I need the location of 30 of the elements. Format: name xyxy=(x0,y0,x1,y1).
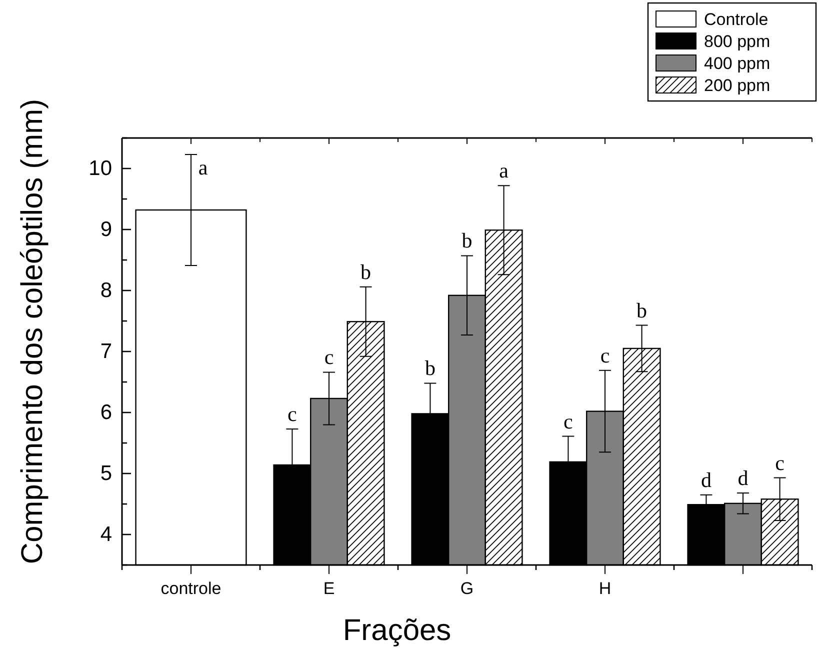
x-tick-label: H xyxy=(598,579,612,598)
data-label: d xyxy=(738,466,749,490)
legend-label: 400 ppm xyxy=(704,54,770,73)
data-label: c xyxy=(324,345,334,370)
data-label: a xyxy=(499,158,510,183)
data-label: b xyxy=(424,356,436,380)
legend-label: 200 ppm xyxy=(704,76,770,95)
legend-label: 800 ppm xyxy=(704,32,770,51)
data-label: b xyxy=(462,228,472,253)
legend-label: Controle xyxy=(704,10,768,29)
x-tick-label: E xyxy=(323,579,335,598)
data-label: c xyxy=(600,343,610,368)
data-label: b xyxy=(360,260,372,284)
y-tick-label: 8 xyxy=(100,279,112,302)
data-label: a xyxy=(198,155,208,180)
x-tick-label: G xyxy=(460,579,474,598)
y-axis-title: Comprimento dos coleóptilos (mm) xyxy=(16,98,49,564)
data-label: b xyxy=(636,298,648,322)
y-tick-label: 9 xyxy=(100,218,112,242)
data-label: c xyxy=(564,409,573,434)
data-label: c xyxy=(775,450,784,475)
data-label: c xyxy=(288,402,297,426)
y-tick-label: 6 xyxy=(100,401,112,424)
y-tick-label: 10 xyxy=(88,157,112,180)
y-tick-label: 4 xyxy=(100,523,112,546)
x-axis-title: Frações xyxy=(342,614,452,647)
y-tick-label: 7 xyxy=(100,340,112,364)
data-label: d xyxy=(700,468,712,492)
x-tick-label: controle xyxy=(160,579,222,598)
y-tick-label: 5 xyxy=(100,462,112,486)
